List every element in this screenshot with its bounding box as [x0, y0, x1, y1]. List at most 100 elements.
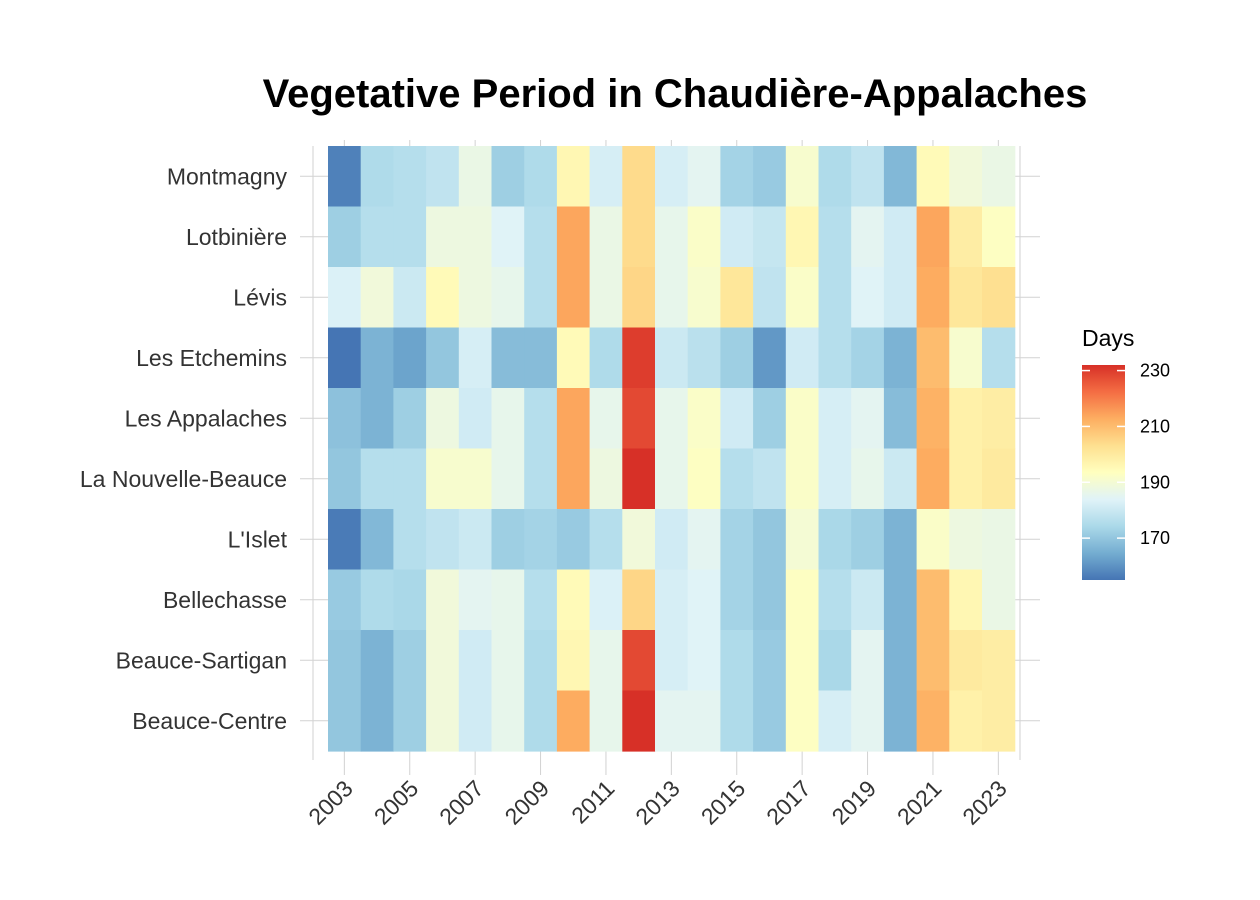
heatmap-cell — [458, 569, 493, 631]
heatmap-cell — [393, 448, 427, 510]
heatmap-cell — [785, 206, 820, 268]
heatmap-cell — [785, 569, 820, 631]
heatmap-cell — [687, 509, 721, 571]
heatmap-cell — [556, 569, 591, 631]
heatmap-cell — [426, 569, 460, 631]
heatmap-cell — [491, 388, 525, 450]
heatmap-cell — [949, 690, 983, 752]
heatmap-cell — [720, 327, 754, 389]
heatmap-cell — [916, 146, 950, 208]
heatmap-cell — [491, 630, 525, 692]
heatmap-cells — [328, 146, 1016, 752]
heatmap-cell — [491, 267, 525, 329]
y-tick-label: Beauce-Sartigan — [116, 647, 287, 673]
heatmap-cell — [949, 569, 983, 631]
heatmap-cell — [916, 388, 950, 450]
heatmap-cell — [524, 267, 558, 329]
heatmap-cell — [818, 630, 852, 692]
heatmap-cell — [687, 569, 721, 631]
heatmap-cell — [426, 327, 460, 389]
heatmap-cell — [753, 630, 787, 692]
heatmap-cell — [883, 388, 918, 450]
heatmap-cell — [491, 448, 525, 510]
legend-color-bar — [1082, 365, 1125, 580]
heatmap-cell — [753, 327, 787, 389]
heatmap-cell — [360, 206, 394, 268]
heatmap-cell — [328, 388, 362, 450]
heatmap-cell — [589, 509, 623, 571]
heatmap-cell — [916, 448, 950, 510]
heatmap-cell — [426, 206, 460, 268]
heatmap-cell — [589, 630, 623, 692]
heatmap-cell — [589, 448, 623, 510]
heatmap-cell — [818, 569, 852, 631]
heatmap-cell — [328, 448, 362, 510]
heatmap-cell — [720, 267, 754, 329]
heatmap-cell — [458, 146, 493, 208]
heatmap-cell — [491, 327, 525, 389]
heatmap-cell — [393, 327, 427, 389]
x-tick-label: 2017 — [761, 775, 816, 830]
heatmap-cell — [982, 206, 1016, 268]
heatmap-cell — [393, 388, 427, 450]
heatmap-cell — [687, 267, 721, 329]
heatmap-cell — [687, 630, 721, 692]
heatmap-cell — [328, 509, 362, 571]
heatmap-cell — [622, 690, 656, 752]
heatmap-cell — [851, 509, 885, 571]
heatmap-cell — [393, 630, 427, 692]
heatmap-cell — [785, 267, 820, 329]
heatmap-cell — [360, 146, 394, 208]
heatmap-cell — [556, 146, 591, 208]
heatmap-cell — [328, 267, 362, 329]
heatmap-cell — [426, 630, 460, 692]
heatmap-cell — [655, 448, 689, 510]
x-tick-label: 2013 — [630, 775, 685, 830]
heatmap-cell — [720, 690, 754, 752]
heatmap-cell — [687, 448, 721, 510]
heatmap-cell — [491, 569, 525, 631]
heatmap-cell — [753, 509, 787, 571]
heatmap-cell — [524, 327, 558, 389]
heatmap-cell — [360, 388, 394, 450]
heatmap-cell — [753, 448, 787, 510]
heatmap-cell — [851, 146, 885, 208]
heatmap-cell — [491, 146, 525, 208]
heatmap-cell — [393, 690, 427, 752]
heatmap-cell — [393, 146, 427, 208]
heatmap-cell — [622, 509, 656, 571]
legend-title: Days — [1082, 325, 1134, 351]
x-axis-tick-labels: 2003 2005 2007 2009 2011 2013 2015 2017 2019 2021… — [303, 775, 1012, 830]
heatmap-cell — [556, 509, 591, 571]
y-tick-label: Les Appalaches — [125, 405, 287, 431]
legend-ticks: 170 190 210 230 — [1082, 361, 1170, 548]
heatmap-cell — [622, 267, 656, 329]
heatmap-cell — [393, 206, 427, 268]
heatmap-cell — [916, 267, 950, 329]
heatmap-cell — [328, 327, 362, 389]
heatmap-cell — [458, 509, 493, 571]
legend-tick-label: 170 — [1140, 528, 1170, 548]
heatmap-cell — [360, 327, 394, 389]
heatmap-cell — [851, 388, 885, 450]
heatmap-cell — [524, 146, 558, 208]
heatmap-cell — [916, 569, 950, 631]
heatmap-cell — [883, 206, 918, 268]
heatmap-cell — [687, 327, 721, 389]
heatmap-cell — [655, 690, 689, 752]
heatmap-cell — [720, 569, 754, 631]
heatmap-cell — [556, 690, 591, 752]
heatmap-cell — [589, 267, 623, 329]
y-tick-label: Beauce-Centre — [132, 708, 287, 734]
heatmap-cell — [556, 267, 591, 329]
heatmap-cell — [851, 206, 885, 268]
heatmap-cell — [360, 569, 394, 631]
heatmap-cell — [785, 509, 820, 571]
heatmap-cell — [851, 327, 885, 389]
y-tick-label: L'Islet — [228, 526, 288, 552]
heatmap-cell — [720, 630, 754, 692]
heatmap-cell — [785, 630, 820, 692]
heatmap-cell — [687, 206, 721, 268]
heatmap-cell — [916, 690, 950, 752]
heatmap-cell — [753, 267, 787, 329]
